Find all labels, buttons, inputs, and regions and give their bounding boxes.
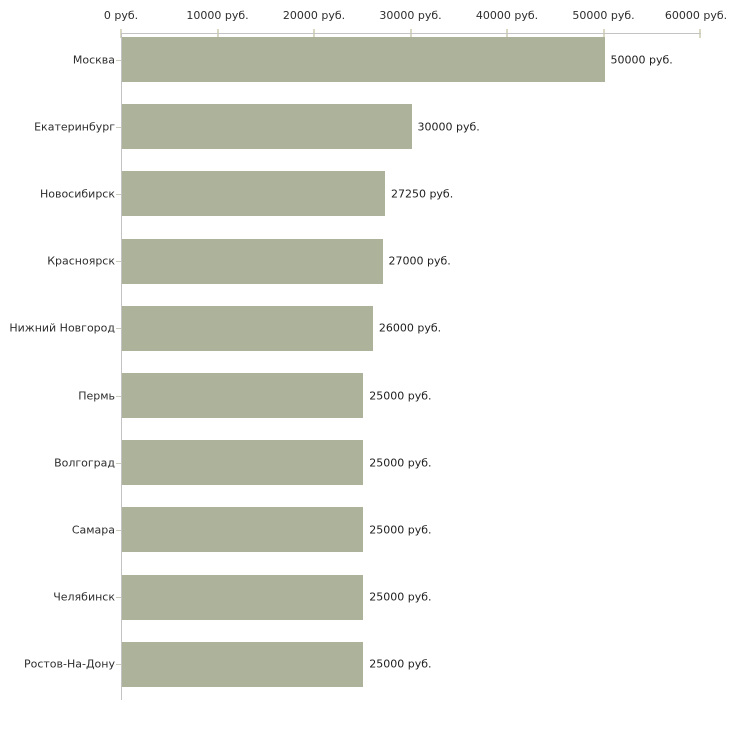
bar-value-label: 25000 руб. [369,456,432,470]
x-axis-tick-label: 0 руб. [103,9,139,22]
bar-value-label: 27000 руб. [388,254,451,268]
bar-value-label: 25000 руб. [369,657,432,671]
category-label: Красноярск [47,254,115,268]
bar [122,641,364,687]
category-label: Новосибирск [39,187,115,201]
category-label: Ростов-На-Дону [23,657,115,671]
category-label: Нижний Новгород [9,321,115,335]
x-axis-tick-label: 30000 руб. [379,9,442,22]
bar [122,507,364,553]
bar-value-label: 30000 руб. [417,120,480,134]
x-axis-line [121,33,701,34]
bar-value-label: 25000 руб. [369,523,432,537]
category-tick-mark [116,328,121,330]
bar [122,37,605,82]
category-tick-mark [116,59,121,61]
bar-value-label: 50000 руб. [610,53,673,66]
category-label: Пермь [78,389,115,402]
bar [122,104,412,150]
bar [122,305,373,351]
category-label: Волгоград [54,456,115,470]
category-tick-mark [116,664,121,666]
bar [122,373,364,418]
y-axis-line [121,33,122,700]
bar-value-label: 26000 руб. [378,321,442,335]
category-tick-mark [116,597,121,599]
bar [122,171,385,217]
category-label: Челябинск [53,590,115,604]
x-axis-tick-label: 10000 руб. [186,9,249,22]
category-tick-mark [116,395,121,397]
bar [122,238,383,284]
bar-value-label: 27250 руб. [390,187,454,201]
category-tick-mark [116,126,121,128]
category-label: Самара [71,523,115,537]
category-tick-mark [116,529,121,531]
bar [122,574,364,620]
x-axis-tick-label: 50000 руб. [572,9,635,22]
category-label: Екатеринбург [34,120,115,134]
x-axis-tick-label: 60000 руб. [664,9,728,22]
x-axis-tick-label: 40000 руб. [475,9,539,22]
bar [122,440,364,486]
x-axis-tick-label: 20000 руб. [282,9,346,22]
category-tick-mark [116,193,121,195]
bar-value-label: 25000 руб. [369,389,432,402]
category-tick-mark [116,261,121,263]
bar-value-label: 25000 руб. [369,590,432,604]
category-tick-mark [116,462,121,464]
category-label: Москва [72,53,115,66]
